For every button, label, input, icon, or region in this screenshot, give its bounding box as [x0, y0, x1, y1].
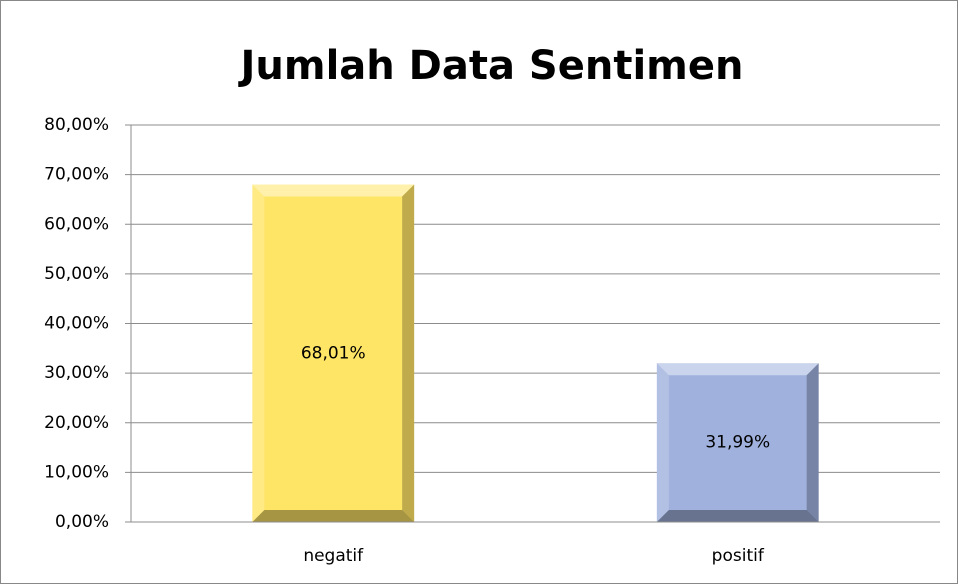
- y-tick-label: 10,00%: [44, 462, 109, 482]
- y-tick-label: 0,00%: [55, 512, 109, 532]
- value-label: 31,99%: [705, 433, 770, 453]
- y-tick-label: 30,00%: [44, 363, 109, 383]
- bar: [252, 184, 415, 523]
- bar-bevel: [252, 184, 415, 197]
- bar-bevel: [806, 363, 819, 522]
- bar-bevel: [252, 510, 415, 522]
- y-tick-label: 70,00%: [44, 165, 109, 185]
- x-tick-label: positif: [712, 546, 765, 566]
- bar-bevel: [656, 363, 819, 376]
- y-tick-label: 50,00%: [44, 264, 109, 284]
- x-tick-label: negatif: [303, 546, 364, 566]
- y-tick-label: 40,00%: [44, 314, 109, 334]
- bar-bevel: [252, 184, 265, 523]
- y-tick-label: 80,00%: [44, 115, 109, 135]
- value-label: 68,01%: [301, 343, 366, 363]
- bar-bevel: [656, 363, 669, 522]
- chart-title: Jumlah Data Sentimen: [238, 43, 744, 89]
- bar-bevel: [656, 510, 819, 522]
- y-tick-label: 60,00%: [44, 214, 109, 234]
- y-tick-label: 20,00%: [44, 413, 109, 433]
- bar-bevel: [402, 184, 415, 523]
- bar: [656, 363, 819, 522]
